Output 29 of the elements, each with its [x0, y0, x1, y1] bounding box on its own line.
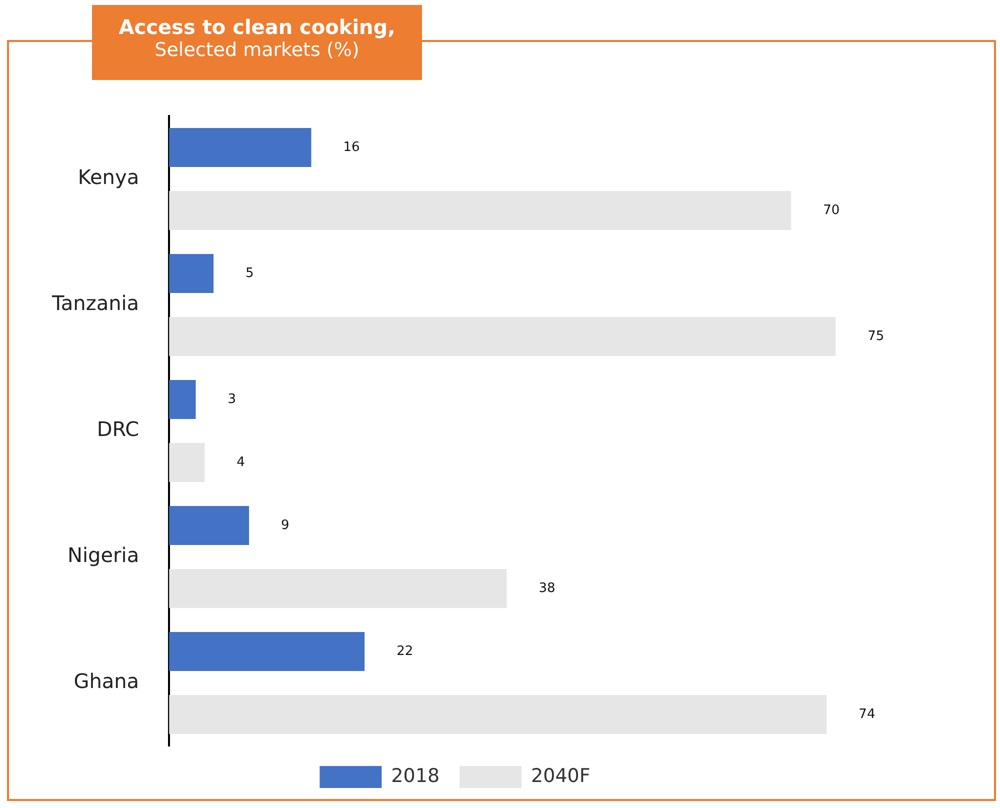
bar	[169, 632, 365, 672]
bar	[169, 568, 507, 608]
data-label: 9	[281, 518, 290, 533]
chart-subtitle: Selected markets (%)	[154, 39, 360, 61]
bar	[169, 694, 827, 734]
y-tick-label: Tanzania	[50, 291, 140, 316]
chart-title: Access to clean cooking,	[118, 15, 396, 39]
data-label: 16	[343, 140, 360, 155]
y-tick-label: DRC	[96, 417, 140, 442]
bar	[169, 442, 205, 482]
bar	[169, 254, 214, 294]
y-tick-label: Ghana	[74, 669, 140, 694]
data-label: 70	[823, 202, 840, 218]
legend-label: 2040F	[531, 764, 590, 787]
bar	[169, 190, 792, 230]
legend-label: 2018	[391, 764, 440, 787]
bar	[169, 128, 312, 168]
data-label: 4	[236, 454, 245, 470]
data-label: 38	[538, 580, 556, 596]
bar	[169, 316, 836, 356]
data-label: 75	[868, 328, 884, 344]
data-label: 22	[396, 644, 414, 659]
data-label: 5	[246, 266, 254, 281]
bar	[169, 380, 196, 420]
data-label: 3	[228, 392, 236, 407]
data-label: 74	[858, 706, 876, 722]
y-tick-label: Nigeria	[68, 543, 140, 568]
bar	[169, 506, 250, 546]
y-tick-label: Kenya	[78, 165, 140, 190]
